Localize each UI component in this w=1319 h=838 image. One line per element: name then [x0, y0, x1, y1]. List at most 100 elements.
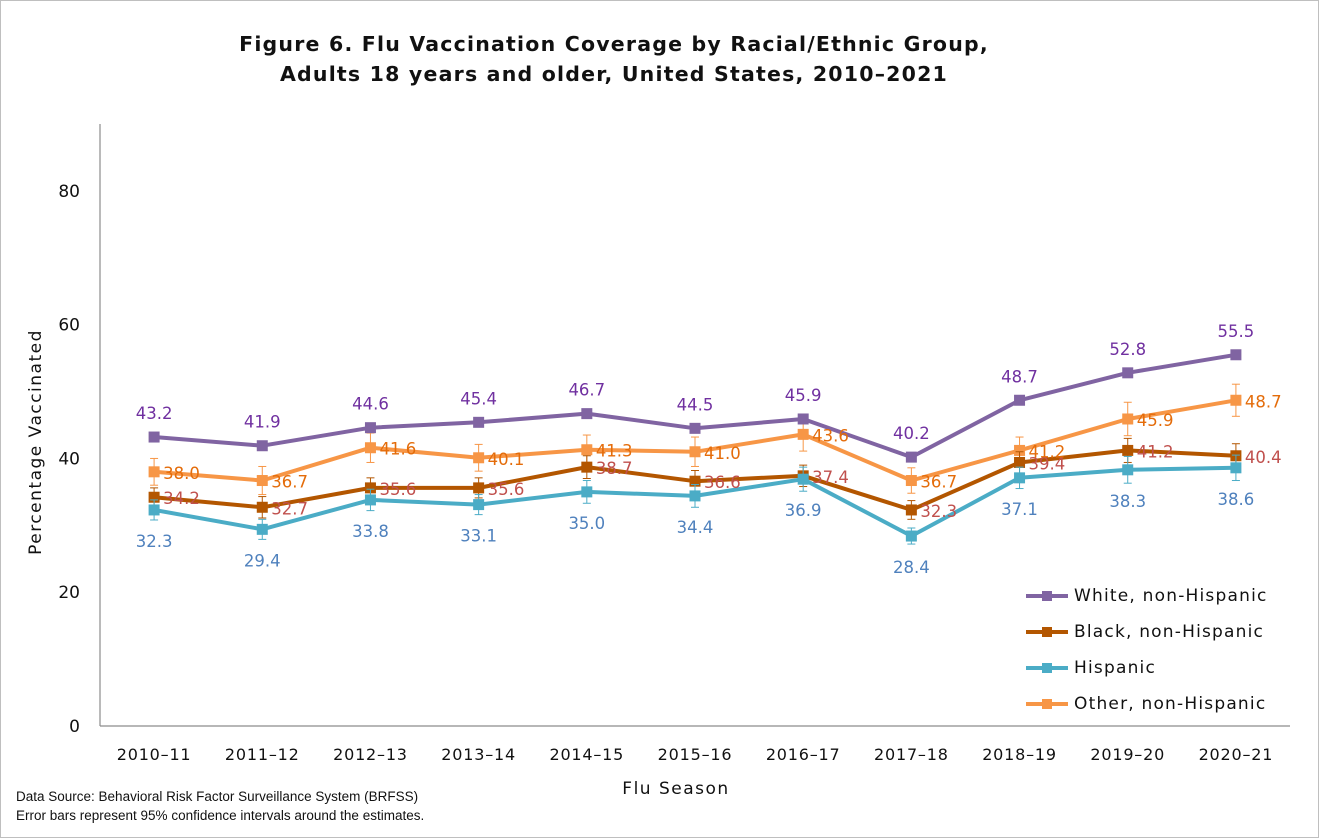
data-point-black-non-hispanic-0	[148, 491, 160, 503]
data-label-white-non-hispanic-6: 45.9	[785, 386, 822, 405]
data-point-white-non-hispanic-2	[364, 422, 376, 434]
data-label-hispanic-5: 34.4	[677, 518, 714, 537]
data-point-black-non-hispanic-8	[1014, 456, 1026, 468]
data-point-hispanic-4	[581, 486, 593, 498]
data-point-other-non-hispanic-1	[256, 475, 268, 487]
y-tick-label-20: 20	[58, 583, 80, 603]
legend-label-black: Black, non-Hispanic	[1074, 622, 1265, 642]
data-label-other-non-hispanic-1: 36.7	[271, 473, 308, 492]
data-label-other-non-hispanic-8: 41.2	[1029, 442, 1066, 461]
data-label-black-non-hispanic-0: 34.2	[163, 489, 200, 508]
data-point-other-non-hispanic-10	[1230, 394, 1242, 406]
data-point-black-non-hispanic-1	[256, 501, 268, 513]
data-label-other-non-hispanic-2: 41.6	[379, 440, 416, 459]
data-point-white-non-hispanic-0	[148, 431, 160, 443]
data-point-black-non-hispanic-3	[473, 482, 485, 494]
data-label-black-non-hispanic-1: 32.7	[271, 499, 308, 518]
data-label-hispanic-6: 36.9	[785, 501, 822, 520]
data-label-white-non-hispanic-4: 46.7	[568, 381, 605, 400]
legend-swatch-hispanic	[1026, 657, 1068, 679]
data-label-hispanic-4: 35.0	[568, 514, 605, 533]
legend-swatch-white	[1026, 585, 1068, 607]
data-point-other-non-hispanic-8	[1014, 444, 1026, 456]
data-label-hispanic-9: 38.3	[1109, 492, 1146, 511]
data-label-black-non-hispanic-7: 32.3	[920, 502, 957, 521]
x-tick-label-3: 2013–14	[441, 745, 516, 764]
data-label-black-non-hispanic-4: 38.7	[596, 459, 633, 478]
x-tick-label-9: 2019–20	[1090, 745, 1165, 764]
data-point-black-non-hispanic-9	[1122, 444, 1134, 456]
data-label-black-non-hispanic-6: 37.4	[812, 468, 849, 487]
data-point-hispanic-9	[1122, 464, 1134, 476]
data-label-hispanic-10: 38.6	[1218, 490, 1255, 509]
data-point-white-non-hispanic-8	[1014, 394, 1026, 406]
data-label-hispanic-3: 33.1	[460, 527, 497, 546]
data-point-other-non-hispanic-0	[148, 466, 160, 478]
data-point-other-non-hispanic-6	[797, 428, 809, 440]
data-label-white-non-hispanic-1: 41.9	[244, 413, 281, 432]
x-tick-label-5: 2015–16	[658, 745, 733, 764]
data-label-other-non-hispanic-6: 43.6	[812, 426, 849, 445]
x-tick-label-0: 2010–11	[117, 745, 192, 764]
data-label-black-non-hispanic-10: 40.4	[1245, 448, 1282, 467]
legend-label-white: White, non-Hispanic	[1074, 586, 1268, 606]
data-point-other-non-hispanic-9	[1122, 413, 1134, 425]
data-label-white-non-hispanic-10: 55.5	[1218, 322, 1255, 341]
data-point-hispanic-2	[364, 494, 376, 506]
data-point-black-non-hispanic-5	[689, 475, 701, 487]
data-label-hispanic-0: 32.3	[136, 532, 173, 551]
data-point-black-non-hispanic-4	[581, 461, 593, 473]
y-tick-label-40: 40	[58, 449, 80, 469]
data-point-other-non-hispanic-7	[905, 475, 917, 487]
data-point-white-non-hispanic-3	[473, 416, 485, 428]
error-bar-note: Error bars represent 95% confidence inte…	[16, 808, 425, 823]
legend-swatch-other	[1026, 693, 1068, 715]
x-tick-label-6: 2016–17	[766, 745, 841, 764]
y-tick-label-0: 0	[69, 717, 80, 737]
data-label-hispanic-2: 33.8	[352, 522, 389, 541]
y-tick-label-60: 60	[58, 316, 80, 336]
x-tick-label-4: 2014–15	[549, 745, 624, 764]
data-label-other-non-hispanic-5: 41.0	[704, 444, 741, 463]
y-tick-label-80: 80	[58, 182, 80, 202]
data-point-white-non-hispanic-7	[905, 451, 917, 463]
data-label-white-non-hispanic-5: 44.5	[677, 395, 714, 414]
data-point-hispanic-1	[256, 523, 268, 535]
data-label-hispanic-7: 28.4	[893, 558, 930, 577]
data-label-hispanic-8: 37.1	[1001, 500, 1038, 519]
data-point-other-non-hispanic-5	[689, 446, 701, 458]
x-tick-label-8: 2018–19	[982, 745, 1057, 764]
legend-marker-other	[1042, 699, 1052, 709]
legend-marker-hispanic	[1042, 663, 1052, 673]
data-point-hispanic-10	[1230, 462, 1242, 474]
data-label-white-non-hispanic-8: 48.7	[1001, 367, 1038, 386]
legend-item-hispanic: Hispanic	[1026, 650, 1268, 686]
data-label-other-non-hispanic-0: 38.0	[163, 464, 200, 483]
data-point-other-non-hispanic-2	[364, 442, 376, 454]
legend-item-black: Black, non-Hispanic	[1026, 614, 1268, 650]
data-point-white-non-hispanic-10	[1230, 349, 1242, 361]
data-label-other-non-hispanic-9: 45.9	[1137, 411, 1174, 430]
data-point-hispanic-8	[1014, 472, 1026, 484]
data-point-other-non-hispanic-4	[581, 444, 593, 456]
data-point-hispanic-0	[148, 504, 160, 516]
legend: White, non-Hispanic Black, non-Hispanic …	[1026, 578, 1268, 722]
data-label-white-non-hispanic-2: 44.6	[352, 395, 389, 414]
data-point-white-non-hispanic-1	[256, 440, 268, 452]
legend-marker-black	[1042, 627, 1052, 637]
data-label-black-non-hispanic-3: 35.6	[488, 480, 525, 499]
legend-item-other: Other, non-Hispanic	[1026, 686, 1268, 722]
data-point-hispanic-5	[689, 490, 701, 502]
data-label-white-non-hispanic-7: 40.2	[893, 424, 930, 443]
data-point-white-non-hispanic-6	[797, 413, 809, 425]
data-label-white-non-hispanic-3: 45.4	[460, 389, 497, 408]
data-point-hispanic-3	[473, 499, 485, 511]
chart-title-line2: Adults 18 years and older, United States…	[279, 62, 949, 86]
data-point-black-non-hispanic-7	[905, 504, 917, 516]
y-axis-label: Percentage Vaccinated	[26, 329, 46, 555]
x-axis-label: Flu Season	[622, 779, 730, 799]
x-tick-label-2: 2012–13	[333, 745, 408, 764]
x-tick-label-10: 2020–21	[1199, 745, 1274, 764]
